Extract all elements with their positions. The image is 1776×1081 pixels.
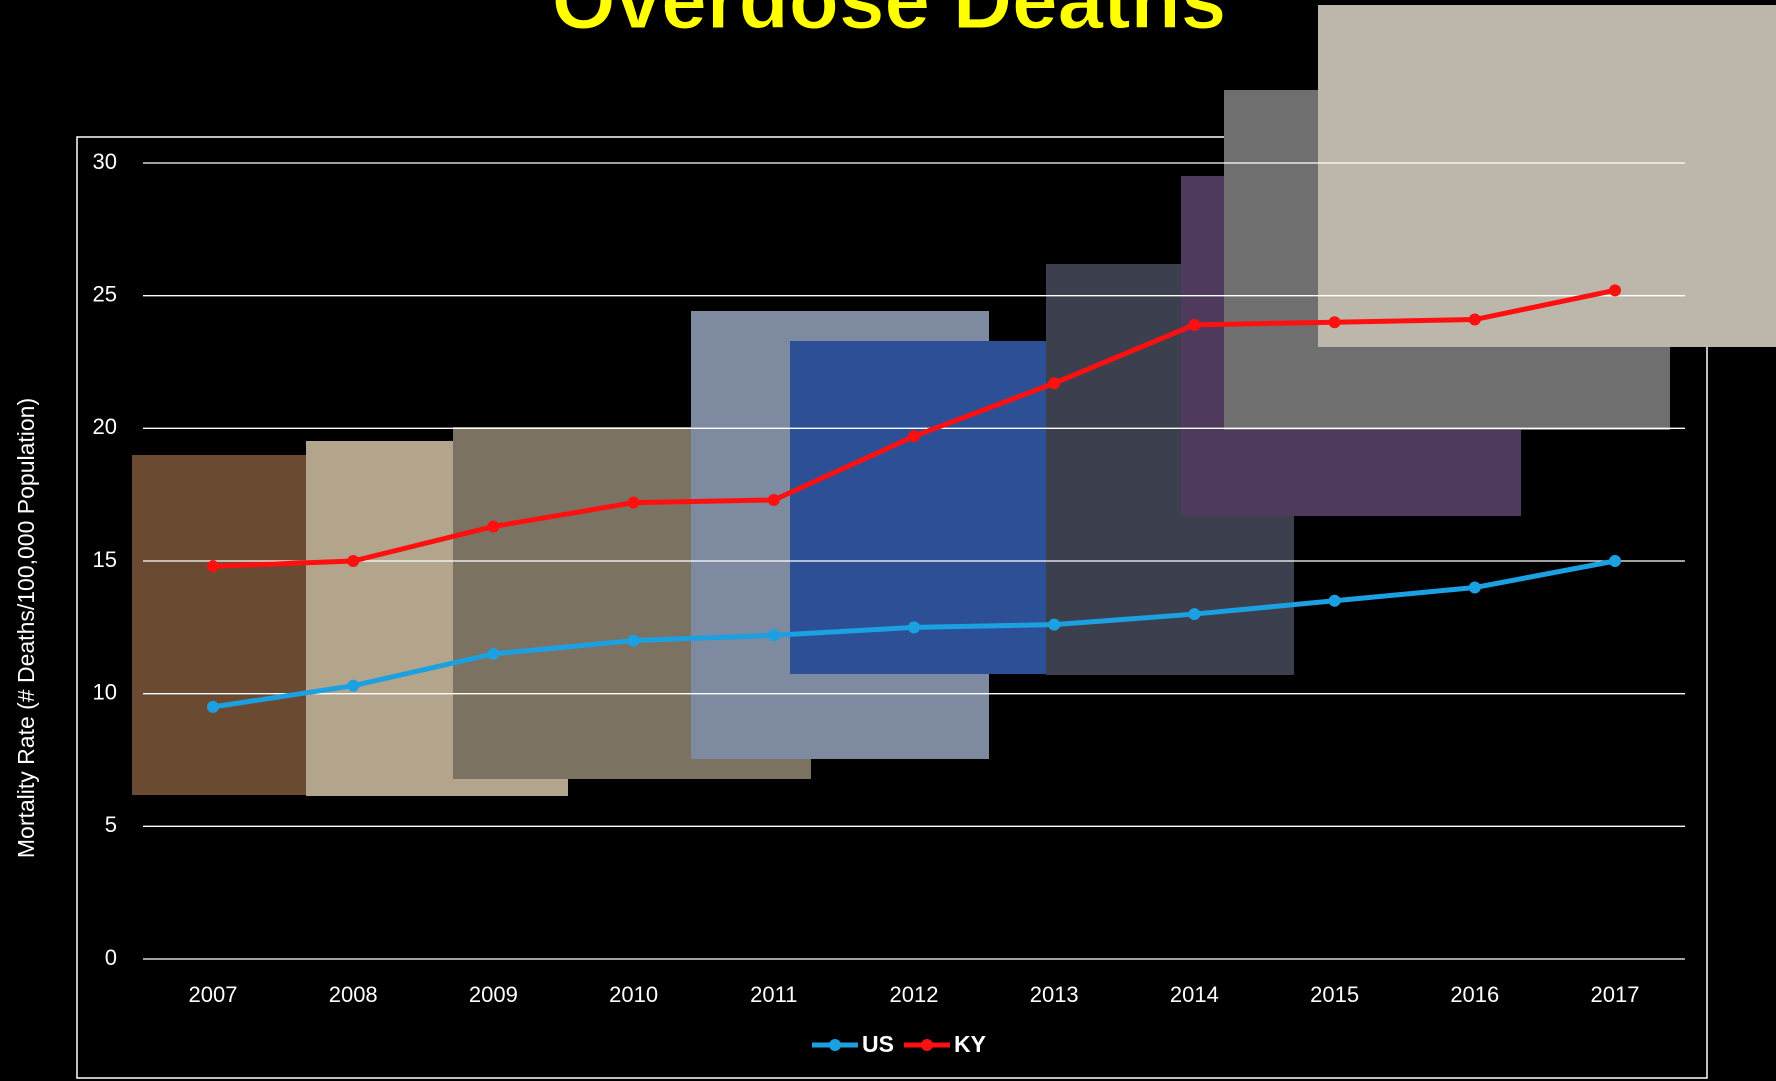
data-point <box>1048 619 1060 631</box>
x-tick-label: 2007 <box>189 982 238 1007</box>
legend-marker <box>921 1039 933 1051</box>
y-tick-label: 0 <box>105 945 117 970</box>
data-point <box>628 635 640 647</box>
x-tick-label: 2015 <box>1310 982 1359 1007</box>
data-point <box>207 701 219 713</box>
legend-label: US <box>862 1031 894 1057</box>
data-point <box>628 497 640 509</box>
x-tick-label: 2017 <box>1591 982 1640 1007</box>
data-point <box>768 494 780 506</box>
y-tick-label: 15 <box>93 547 117 572</box>
data-point <box>487 521 499 533</box>
x-tick-label: 2013 <box>1030 982 1079 1007</box>
x-tick-label: 2008 <box>329 982 378 1007</box>
x-tick-label: 2012 <box>890 982 939 1007</box>
x-tick-label: 2010 <box>609 982 658 1007</box>
data-point <box>1048 377 1060 389</box>
data-point <box>908 430 920 442</box>
data-point <box>1188 608 1200 620</box>
x-tick-label: 2016 <box>1450 982 1499 1007</box>
slide: Overdose Deaths Mortality Rate (# Deaths… <box>0 0 1776 1081</box>
y-tick-label: 5 <box>105 812 117 837</box>
legend-marker <box>829 1039 841 1051</box>
data-point <box>1609 555 1621 567</box>
data-point <box>1609 284 1621 296</box>
y-tick-label: 20 <box>93 414 117 439</box>
y-tick-label: 30 <box>93 149 117 174</box>
slide-title: Overdose Deaths <box>552 0 1227 46</box>
y-axis-label: Mortality Rate (# Deaths/100,000 Populat… <box>13 398 39 858</box>
x-tick-label: 2009 <box>469 982 518 1007</box>
data-point <box>347 555 359 567</box>
x-tick-label: 2011 <box>750 982 797 1007</box>
photo <box>132 455 312 795</box>
data-point <box>1469 314 1481 326</box>
data-point <box>1188 319 1200 331</box>
y-tick-label: 25 <box>93 281 117 306</box>
data-point <box>1469 582 1481 594</box>
data-point <box>1329 316 1341 328</box>
data-point <box>1329 595 1341 607</box>
data-point <box>487 648 499 660</box>
x-tick-label: 2014 <box>1170 982 1219 1007</box>
legend-label: KY <box>954 1031 986 1057</box>
data-point <box>908 621 920 633</box>
data-point <box>347 680 359 692</box>
y-tick-label: 10 <box>93 679 117 704</box>
data-point <box>768 629 780 641</box>
data-point <box>207 560 219 572</box>
